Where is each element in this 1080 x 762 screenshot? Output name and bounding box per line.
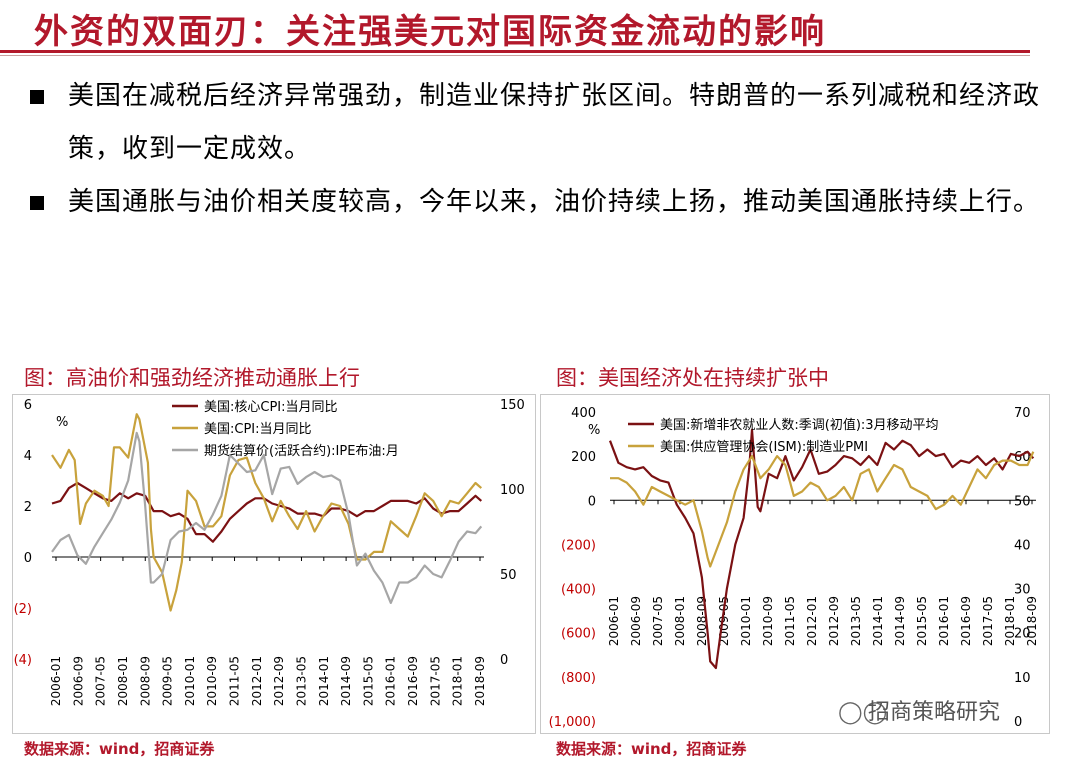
x-tick-label: 2012-01 — [250, 656, 264, 706]
square-bullet-icon — [30, 90, 44, 104]
x-tick-label: 2009-05 — [161, 656, 175, 706]
x-tick-label: 2015-05 — [361, 656, 375, 706]
x-tick-label: 2018-09 — [473, 656, 487, 706]
y-tick-label-left: 400 — [571, 406, 596, 421]
x-tick-label: 2013-05 — [294, 656, 308, 706]
square-bullet-icon — [30, 196, 44, 210]
x-tick-label: 2010-01 — [739, 596, 753, 646]
bullet-list: 美国在减税后经济异常强劲，制造业保持扩张区间。特朗普的一系列减税和经济政策，收到… — [22, 70, 1062, 229]
x-tick-label: 2018-01 — [451, 656, 465, 706]
y-tick-label-right: 10 — [1014, 671, 1031, 686]
y-tick-label-right: 40 — [1014, 538, 1031, 553]
legend-label-core_cpi: 美国:核心CPI:当月同比 — [204, 400, 338, 415]
series-line-payrolls — [608, 428, 1035, 670]
x-tick-label: 2014-01 — [317, 656, 331, 706]
x-tick-label: 2016-01 — [384, 656, 398, 706]
x-tick-label: 2011-05 — [783, 596, 797, 646]
watermark: ◯◯招商策略研究 — [838, 694, 1000, 726]
y-tick-label-left: 6 — [24, 398, 32, 413]
x-tick-label: 2007-05 — [94, 656, 108, 706]
bullet-text: 美国通胀与油价相关度较高，今年以来，油价持续上扬，推动美国通胀持续上行。 — [68, 187, 1041, 217]
x-tick-label: 2008-01 — [116, 656, 130, 706]
x-tick-label: 2014-09 — [339, 656, 353, 706]
title-divider-thin — [0, 55, 1030, 56]
bullet-text: 美国在减税后经济异常强劲，制造业保持扩张区间。特朗普的一系列减税和经济政策，收到… — [68, 81, 1041, 164]
left-axis-unit: % — [588, 423, 600, 438]
y-tick-label-left: (600) — [561, 627, 596, 642]
y-tick-label-right: 0 — [1014, 715, 1022, 730]
watermark-text: 招商策略研究 — [868, 700, 1001, 725]
inflation-oil-chart: 6 4 2 0 (2) (4)% 150 100 50 0 2006-01 2006-09 2007-0… — [12, 394, 536, 734]
bullet-item: 美国通胀与油价相关度较高，今年以来，油价持续上扬，推动美国通胀持续上行。 — [22, 176, 1062, 229]
y-tick-label-right: 20 — [1014, 627, 1031, 642]
y-tick-label-right: 0 — [500, 653, 508, 668]
x-tick-label: 2016-09 — [406, 656, 420, 706]
source-note-left: 数据来源：wind，招商证券 — [24, 740, 215, 758]
x-tick-label: 2012-09 — [272, 656, 286, 706]
title-divider — [0, 50, 1030, 53]
y-tick-label-left: 2 — [24, 500, 32, 515]
y-tick-label-right: 30 — [1014, 583, 1031, 598]
x-tick-label: 2018-09 — [1025, 596, 1039, 646]
page-title: 外资的双面刃：关注强美元对国际资金流动的影响 — [34, 12, 826, 52]
x-tick-label: 2018-01 — [1003, 596, 1017, 646]
x-tick-label: 2011-05 — [228, 656, 242, 706]
left-axis-unit: % — [56, 415, 68, 430]
x-tick-label: 2010-09 — [761, 596, 775, 646]
y-tick-label-left: (4) — [14, 653, 32, 668]
x-tick-label: 2016-01 — [937, 596, 951, 646]
chart-title-left: 图：高油价和强劲经济推动通胀上行 — [24, 366, 360, 390]
legend-label-payrolls: 美国:新增非农就业人数:季调(初值):3月移动平均 — [660, 417, 939, 433]
x-tick-label: 2014-01 — [871, 596, 885, 646]
y-tick-label-right: 100 — [500, 483, 525, 498]
chart-title-right: 图：美国经济处在持续扩张中 — [556, 366, 829, 390]
y-tick-label-left: (800) — [561, 671, 596, 686]
bullet-item: 美国在减税后经济异常强劲，制造业保持扩张区间。特朗普的一系列减税和经济政策，收到… — [22, 70, 1062, 176]
source-note-right: 数据来源：wind，招商证券 — [556, 740, 747, 758]
chart-frame — [12, 394, 536, 734]
series-line-core_cpi — [51, 481, 483, 543]
x-tick-label: 2012-01 — [805, 596, 819, 646]
y-tick-label-right: 50 — [500, 568, 517, 583]
y-tick-label-right: 50 — [1014, 494, 1031, 509]
x-tick-label: 2008-09 — [138, 656, 152, 706]
x-tick-label: 2015-05 — [915, 596, 929, 646]
x-tick-label: 2017-05 — [981, 596, 995, 646]
payrolls-pmi-chart: 4002000(200)(400)(600)(800)(1,000)%70605… — [540, 394, 1050, 734]
y-tick-label-right: 150 — [500, 398, 525, 413]
y-tick-label-left: (200) — [561, 538, 596, 553]
x-tick-label: 2006-09 — [71, 656, 85, 706]
series-line-ism — [610, 451, 1035, 568]
y-tick-label-left: 0 — [24, 551, 32, 566]
y-tick-label-left: 200 — [571, 450, 596, 465]
wechat-icon: ◯◯ — [838, 700, 888, 725]
x-tick-label: 2010-09 — [205, 656, 219, 706]
series-line-oil — [51, 431, 483, 604]
y-tick-label-left: (2) — [14, 602, 32, 617]
x-tick-label: 2007-05 — [651, 596, 665, 646]
y-tick-label-left: (400) — [561, 583, 596, 598]
x-tick-label: 2016-09 — [959, 596, 973, 646]
y-tick-label-right: 60 — [1014, 450, 1031, 465]
y-tick-label-left: (1,000) — [549, 715, 596, 730]
y-tick-label-right: 70 — [1014, 406, 1031, 421]
x-tick-label: 2006-01 — [49, 656, 63, 706]
x-tick-label: 2006-01 — [607, 596, 621, 646]
legend-label-ism: 美国:供应管理协会(ISM):制造业PMI — [660, 439, 868, 455]
x-tick-label: 2010-01 — [183, 656, 197, 706]
series-line-cpi — [51, 413, 483, 612]
x-tick-label: 2013-05 — [849, 596, 863, 646]
y-tick-label-left: 0 — [588, 494, 596, 509]
x-tick-label: 2008-01 — [673, 596, 687, 646]
x-tick-label: 2012-09 — [827, 596, 841, 646]
x-tick-label: 2017-05 — [428, 656, 442, 706]
x-tick-label: 2014-09 — [893, 596, 907, 646]
x-tick-label: 2006-09 — [629, 596, 643, 646]
legend-label-oil: 期货结算价(活跃合约):IPE布油:月 — [204, 443, 399, 459]
y-tick-label-left: 4 — [24, 449, 32, 464]
legend-label-cpi: 美国:CPI:当月同比 — [204, 422, 312, 437]
chart-frame — [540, 394, 1050, 734]
